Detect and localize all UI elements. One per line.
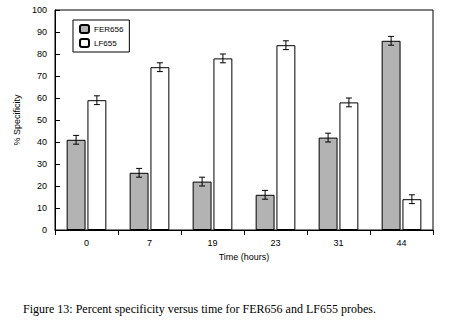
svg-text:50: 50 [37, 115, 47, 125]
svg-text:10: 10 [37, 203, 47, 213]
svg-text:0: 0 [42, 225, 47, 235]
svg-text:70: 70 [37, 71, 47, 81]
svg-text:44: 44 [396, 238, 406, 248]
svg-text:23: 23 [270, 238, 280, 248]
svg-text:60: 60 [37, 93, 47, 103]
svg-text:FER656: FER656 [94, 25, 124, 34]
svg-text:Time (hours): Time (hours) [219, 252, 270, 262]
svg-text:% Specificity: % Specificity [12, 94, 22, 146]
svg-text:LF655: LF655 [94, 39, 117, 48]
svg-text:31: 31 [333, 238, 343, 248]
svg-text:90: 90 [37, 27, 47, 37]
svg-text:30: 30 [37, 159, 47, 169]
svg-text:20: 20 [37, 181, 47, 191]
svg-text:7: 7 [147, 238, 152, 248]
svg-text:80: 80 [37, 49, 47, 59]
svg-text:40: 40 [37, 137, 47, 147]
svg-text:100: 100 [32, 5, 47, 15]
svg-text:19: 19 [207, 238, 217, 248]
svg-text:Figure 13: Percent specificity: Figure 13: Percent specificity versus ti… [23, 302, 376, 316]
svg-text:0: 0 [84, 238, 89, 248]
